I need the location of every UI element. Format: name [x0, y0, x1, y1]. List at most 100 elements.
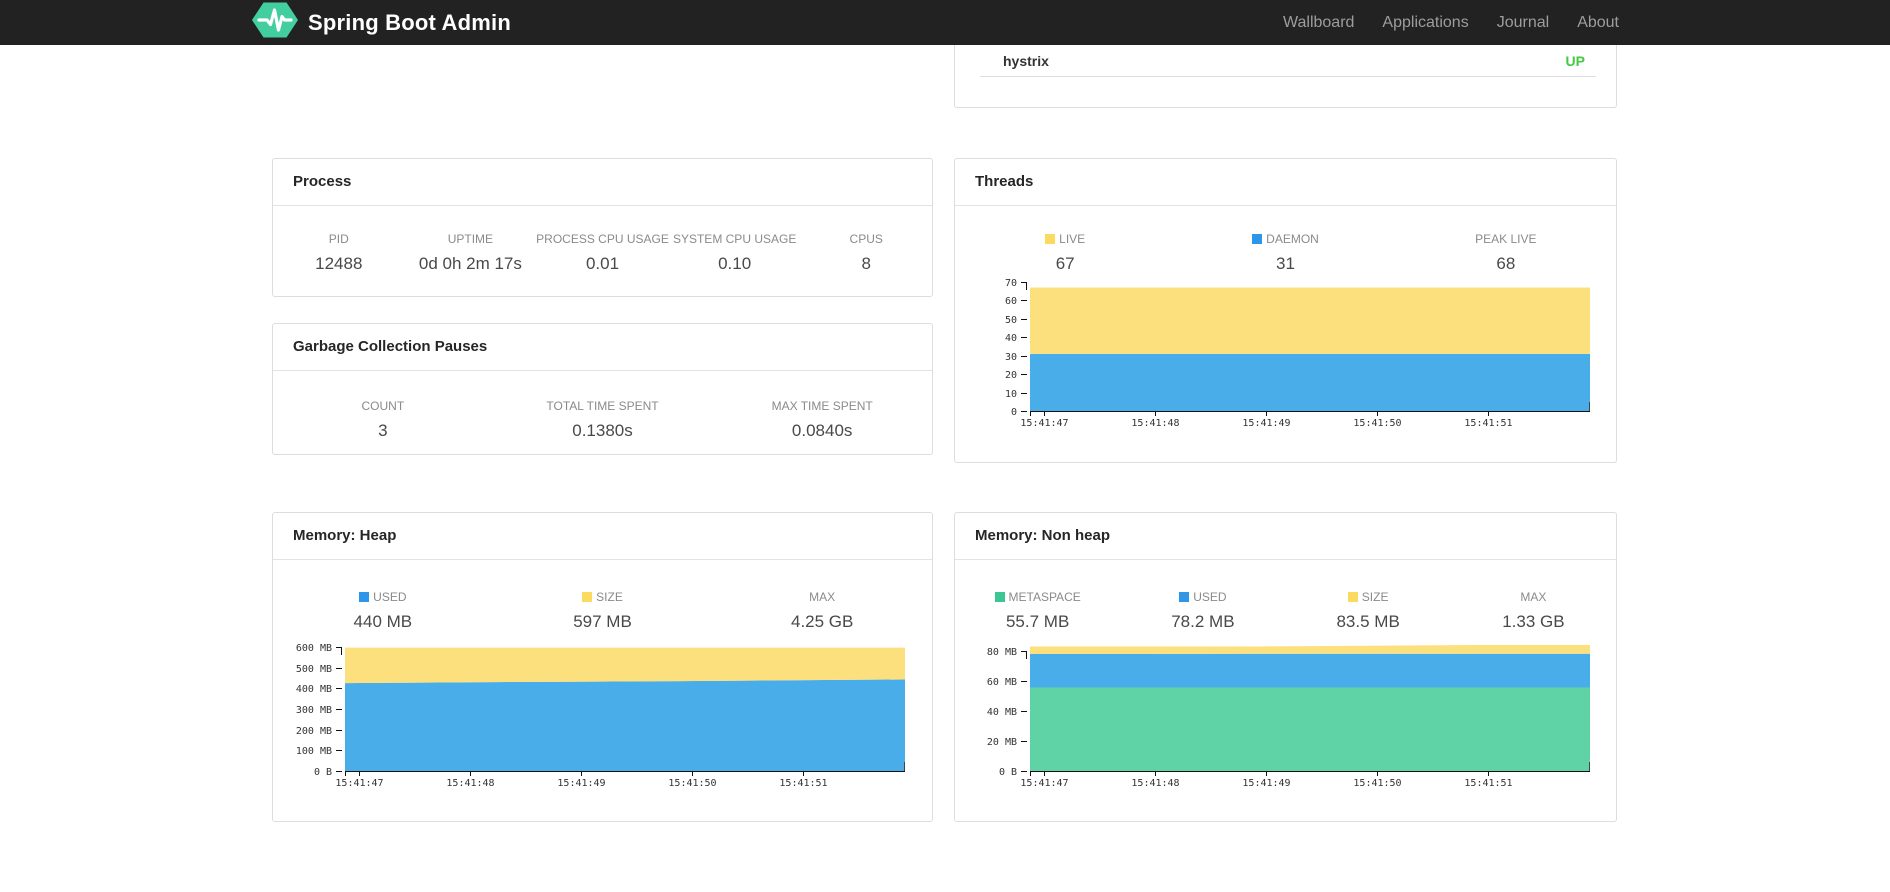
svg-text:15:41:49: 15:41:49: [1242, 778, 1290, 789]
application-status-panel: hystrix UP: [954, 45, 1617, 108]
metric-nonheap-max: MAX 1.33 GB: [1451, 590, 1616, 632]
metric-value: 31: [1276, 254, 1295, 273]
svg-text:30: 30: [1005, 352, 1017, 363]
heap-panel-title: Memory: Heap: [273, 513, 932, 560]
metric-value: 597 MB: [573, 612, 632, 631]
memory-heap-chart: 15:41:47 15:41:48 15:41:49 15:41:50 15:41:51…: [296, 643, 905, 789]
svg-text:0 B: 0 B: [999, 767, 1017, 778]
metric-value: 4.25 GB: [790, 612, 854, 631]
metric-label: PID: [328, 232, 349, 246]
metric-max-time-spent: MAX TIME SPENT 0.0840s: [712, 399, 932, 441]
metric-value: 55.7 MB: [1005, 612, 1070, 631]
nonheap-legend: METASPACE 55.7 MB USED 78.2 MB SIZE 83.5…: [955, 560, 1616, 632]
gc-metrics: COUNT 3 TOTAL TIME SPENT 0.1380s MAX TIM…: [273, 371, 932, 441]
svg-text:400 MB: 400 MB: [296, 684, 332, 695]
metric-label: SYSTEM CPU USAGE: [672, 232, 797, 246]
metric-value: 0.1380s: [572, 421, 633, 440]
svg-text:200 MB: 200 MB: [296, 726, 332, 737]
metric-label: SIZE: [1286, 590, 1451, 604]
svg-text:600 MB: 600 MB: [296, 643, 332, 654]
nav-item-wallboard[interactable]: Wallboard: [1282, 13, 1355, 31]
memory-nonheap-chart: 15:41:47 15:41:48 15:41:49 15:41:50 15:41:51…: [987, 645, 1590, 789]
metric-value: 3: [378, 421, 388, 440]
process-metrics: PID 12488 UPTIME 0d 0h 2m 17s PROCESS CP…: [273, 206, 932, 274]
heap-legend: USED 440 MB SIZE 597 MB MAX 4.25 GB: [273, 560, 932, 632]
live-series-swatch: [1045, 234, 1056, 244]
svg-text:0: 0: [1011, 407, 1017, 418]
nav-item-applications[interactable]: Applications: [1382, 13, 1469, 31]
metric-label: TOTAL TIME SPENT: [546, 399, 659, 413]
metric-process-cpu-usage: PROCESS CPU USAGE 0.01: [536, 232, 669, 274]
metric-value: 83.5 MB: [1336, 612, 1400, 631]
threads-chart: 15:41:47 15:41:48 15:41:49 15:41:50 15:41:51…: [1005, 278, 1590, 429]
svg-text:15:41:50: 15:41:50: [668, 778, 716, 789]
svg-text:500 MB: 500 MB: [296, 664, 332, 675]
svg-text:70: 70: [1005, 278, 1017, 289]
metric-label: COUNT: [361, 399, 405, 413]
svg-text:60: 60: [1005, 296, 1017, 307]
nav-item-about[interactable]: About: [1577, 13, 1619, 31]
size-series-swatch: [1347, 592, 1358, 602]
metric-value: 0.10: [718, 254, 752, 273]
metric-label: USED: [1120, 590, 1285, 604]
metric-pid: PID 12488: [273, 232, 405, 274]
nav-item-journal[interactable]: Journal: [1496, 13, 1550, 31]
svg-text:300 MB: 300 MB: [296, 705, 332, 716]
svg-text:15:41:48: 15:41:48: [1131, 778, 1179, 789]
status-badge: UP: [1565, 52, 1585, 69]
metric-heap-max: MAX 4.25 GB: [712, 590, 932, 632]
metric-nonheap-size: SIZE 83.5 MB: [1286, 590, 1451, 632]
svg-text:40: 40: [1005, 333, 1017, 344]
svg-text:15:41:49: 15:41:49: [557, 778, 605, 789]
metric-label: LIVE: [955, 232, 1175, 246]
svg-text:15:41:50: 15:41:50: [1353, 418, 1401, 429]
metric-value: 0.0840s: [791, 421, 853, 440]
metric-label: METASPACE: [955, 590, 1120, 604]
metric-label: DAEMON: [1175, 232, 1395, 246]
navbar: Spring Boot Admin Wallboard Applications…: [0, 0, 1890, 45]
metaspace-series-swatch: [994, 592, 1005, 602]
metric-label: UPTIME: [447, 232, 494, 246]
svg-text:15:41:49: 15:41:49: [1242, 418, 1290, 429]
metric-system-cpu-usage: SYSTEM CPU USAGE 0.10: [669, 232, 801, 274]
svg-text:15:41:51: 15:41:51: [1464, 778, 1512, 789]
metric-label: MAX: [809, 590, 836, 604]
application-name-link[interactable]: hystrix: [1003, 52, 1049, 69]
svg-text:100 MB: 100 MB: [296, 746, 332, 757]
svg-text:15:41:47: 15:41:47: [335, 778, 383, 789]
metric-count: COUNT 3: [273, 399, 493, 441]
metric-label: SIZE: [493, 590, 713, 604]
metric-total-time-spent: TOTAL TIME SPENT 0.1380s: [493, 399, 713, 441]
metric-label: MAX TIME SPENT: [771, 399, 873, 413]
gc-panel-title: Garbage Collection Pauses: [273, 324, 932, 371]
metric-uptime: UPTIME 0d 0h 2m 17s: [405, 232, 537, 274]
metric-value: 67: [1055, 254, 1075, 273]
nonheap-panel-title: Memory: Non heap: [955, 513, 1616, 560]
brand-link[interactable]: Spring Boot Admin: [251, 0, 511, 45]
size-series-swatch: [582, 592, 593, 602]
svg-text:15:41:47: 15:41:47: [1020, 418, 1068, 429]
metric-live-threads: LIVE 67: [955, 232, 1175, 274]
metric-value: 8: [861, 254, 871, 273]
svg-text:15:41:51: 15:41:51: [779, 778, 827, 789]
metric-value: 0.01: [585, 254, 620, 273]
memory-heap-panel: Memory: Heap USED 440 MB SIZE 597 MB MAX…: [272, 512, 933, 822]
svg-text:15:41:47: 15:41:47: [1020, 778, 1068, 789]
svg-text:20 MB: 20 MB: [987, 737, 1017, 748]
spring-boot-admin-logo-icon: [251, 0, 299, 45]
threads-panel-title: Threads: [955, 159, 1616, 206]
metric-label: PEAK LIVE: [1475, 232, 1537, 246]
brand-title: Spring Boot Admin: [308, 9, 512, 35]
metric-label: CPUS: [849, 232, 883, 246]
navbar-menu: Wallboard Applications Journal About: [1269, 0, 1619, 45]
svg-text:80 MB: 80 MB: [987, 647, 1017, 658]
metric-label: USED: [273, 590, 493, 604]
threads-legend: LIVE 67 DAEMON 31 PEAK LIVE 68: [955, 206, 1616, 274]
metric-nonheap-used: USED 78.2 MB: [1120, 590, 1285, 632]
metric-daemon-threads: DAEMON 31: [1175, 232, 1395, 274]
garbage-collection-panel: Garbage Collection Pauses COUNT 3 TOTAL …: [272, 323, 933, 455]
metric-value: 0d 0h 2m 17s: [418, 254, 522, 273]
used-series-swatch: [359, 592, 370, 602]
memory-nonheap-panel: Memory: Non heap METASPACE 55.7 MB USED …: [954, 512, 1617, 822]
